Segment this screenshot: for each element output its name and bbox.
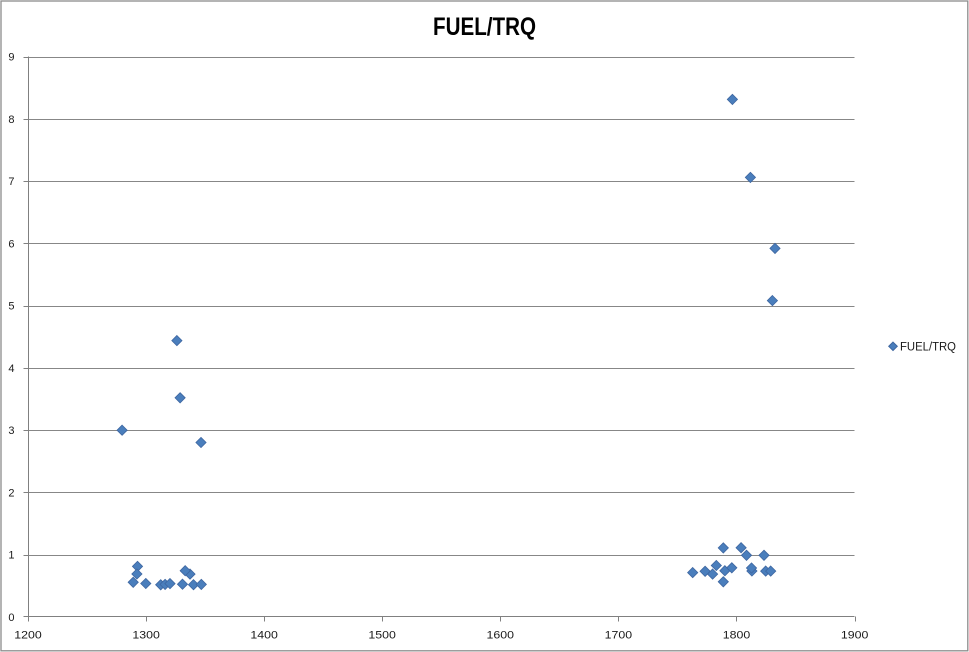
svg-text:1900: 1900 xyxy=(841,630,869,642)
svg-text:1: 1 xyxy=(8,550,14,562)
svg-text:2: 2 xyxy=(8,487,14,499)
svg-text:FUEL/TRQ: FUEL/TRQ xyxy=(433,13,536,41)
svg-text:9: 9 xyxy=(8,52,14,64)
svg-text:1500: 1500 xyxy=(368,630,396,642)
svg-text:1600: 1600 xyxy=(487,630,515,642)
svg-text:1200: 1200 xyxy=(14,630,42,642)
svg-text:1300: 1300 xyxy=(132,630,160,642)
svg-text:8: 8 xyxy=(8,114,14,126)
svg-text:7: 7 xyxy=(8,176,14,188)
svg-text:0: 0 xyxy=(8,612,14,624)
svg-text:1800: 1800 xyxy=(723,630,751,642)
svg-text:5: 5 xyxy=(8,301,14,313)
svg-text:3: 3 xyxy=(8,425,14,437)
svg-text:4: 4 xyxy=(8,363,14,375)
svg-text:6: 6 xyxy=(8,238,14,250)
svg-text:1400: 1400 xyxy=(250,630,278,642)
svg-text:FUEL/TRQ: FUEL/TRQ xyxy=(900,341,956,353)
svg-text:1700: 1700 xyxy=(605,630,633,642)
